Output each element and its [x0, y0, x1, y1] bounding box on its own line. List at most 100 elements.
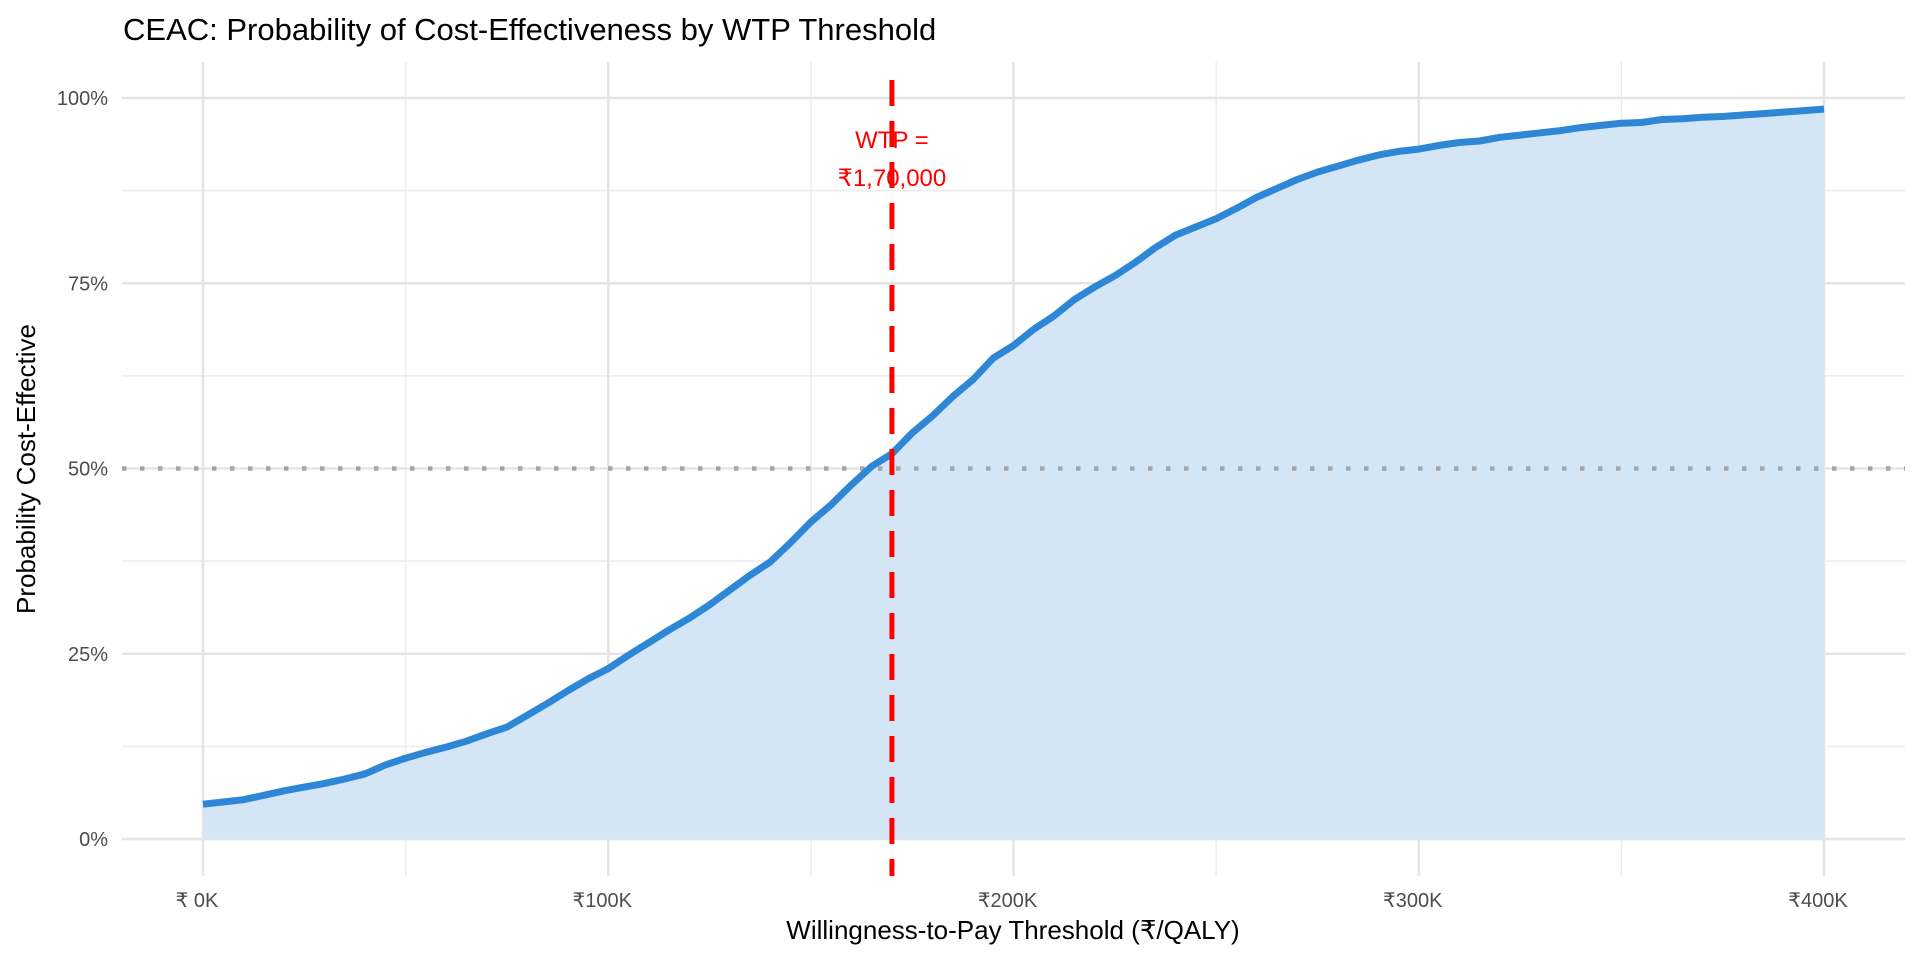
data-point: [1557, 127, 1564, 134]
y-tick-label: 50%: [68, 459, 108, 481]
data-point: [1273, 185, 1280, 192]
ceac-area-fill: [203, 109, 1824, 840]
data-point: [1537, 129, 1544, 136]
data-point: [1294, 176, 1301, 183]
data-point: [1132, 259, 1139, 266]
data-point: [1213, 215, 1220, 222]
data-point: [828, 501, 835, 508]
y-tick-label: 25%: [68, 644, 108, 666]
data-point: [564, 687, 571, 694]
data-point: [422, 749, 429, 756]
data-point: [585, 675, 592, 682]
data-point: [524, 712, 531, 719]
data-point: [1091, 284, 1098, 291]
data-point: [382, 761, 389, 768]
data-point: [362, 770, 369, 777]
data-point: [1010, 342, 1017, 349]
wtp-annotation-line2: ₹1,70,000: [838, 165, 947, 192]
data-point: [1760, 110, 1767, 117]
data-point: [1355, 157, 1362, 164]
data-point: [848, 481, 855, 488]
x-tick-label: ₹100K: [573, 890, 633, 912]
data-point: [483, 730, 490, 737]
data-point: [807, 518, 814, 525]
data-point: [1496, 134, 1503, 141]
y-tick-label: 75%: [68, 273, 108, 295]
data-point: [1821, 106, 1828, 113]
y-tick-label: 0%: [79, 829, 108, 851]
data-point: [625, 652, 632, 659]
data-point: [747, 572, 754, 579]
data-point: [1800, 107, 1807, 114]
y-axis-ticks: 0% 25% 50% 75% 100%: [57, 88, 108, 851]
data-point: [341, 776, 348, 783]
data-point: [443, 744, 450, 751]
y-tick-label: 100%: [57, 88, 108, 110]
data-point: [1456, 139, 1463, 146]
data-point: [321, 780, 328, 787]
data-point: [990, 355, 997, 362]
data-point: [301, 784, 308, 791]
data-point: [240, 796, 247, 803]
x-axis-title: Willingness-to-Pay Threshold (₹/QALY): [786, 915, 1239, 945]
data-point: [909, 429, 916, 436]
data-point: [1314, 169, 1321, 176]
data-point: [1415, 146, 1422, 153]
data-point: [544, 700, 551, 707]
data-point: [767, 558, 774, 565]
data-point: [1375, 152, 1382, 159]
data-point: [1638, 119, 1645, 126]
data-point: [1719, 113, 1726, 120]
data-point: [260, 792, 267, 799]
data-point: [200, 801, 207, 808]
data-point: [463, 738, 470, 745]
x-axis-ticks: ₹ 0K ₹100K ₹200K ₹300K ₹400K: [176, 890, 1849, 912]
chart-title: CEAC: Probability of Cost-Effectiveness …: [123, 12, 936, 47]
data-point: [1233, 205, 1240, 212]
data-point: [605, 665, 612, 672]
data-point: [686, 615, 693, 622]
data-point: [1071, 296, 1078, 303]
data-point: [1658, 116, 1665, 123]
data-point: [1172, 232, 1179, 239]
ceac-curve-line: [202, 105, 1825, 808]
y-axis-title: Probability Cost-Effective: [11, 324, 41, 614]
data-point: [1517, 132, 1524, 139]
x-tick-label: ₹200K: [978, 890, 1038, 912]
data-point: [949, 393, 956, 400]
data-point: [1111, 272, 1118, 279]
data-point: [1051, 312, 1058, 319]
data-point: [970, 376, 977, 383]
data-point: [1476, 138, 1483, 145]
data-point: [1152, 244, 1159, 251]
data-point: [1253, 194, 1260, 201]
data-point: [666, 627, 673, 634]
data-point: [645, 639, 652, 646]
data-point: [281, 787, 288, 794]
data-point: [1739, 112, 1746, 119]
data-point: [1395, 148, 1402, 155]
x-tick-label: ₹ 0K: [176, 890, 219, 912]
data-point: [1577, 124, 1584, 131]
data-point: [706, 601, 713, 608]
data-point: [868, 463, 875, 470]
wtp-annotation-line1: WTP =: [855, 127, 929, 154]
data-point: [1436, 142, 1443, 149]
data-point: [220, 799, 227, 806]
x-tick-label: ₹300K: [1383, 890, 1443, 912]
data-point: [787, 539, 794, 546]
data-point: [726, 587, 733, 594]
data-point: [1192, 223, 1199, 230]
data-point: [402, 755, 409, 762]
data-point: [929, 412, 936, 419]
data-point: [1780, 109, 1787, 116]
data-point: [1030, 326, 1037, 333]
data-point: [1334, 163, 1341, 170]
data-point: [1598, 122, 1605, 129]
data-point: [503, 724, 510, 731]
data-point: [1618, 120, 1625, 127]
data-point: [1699, 114, 1706, 121]
data-point: [1679, 115, 1686, 122]
x-tick-label: ₹400K: [1788, 890, 1848, 912]
